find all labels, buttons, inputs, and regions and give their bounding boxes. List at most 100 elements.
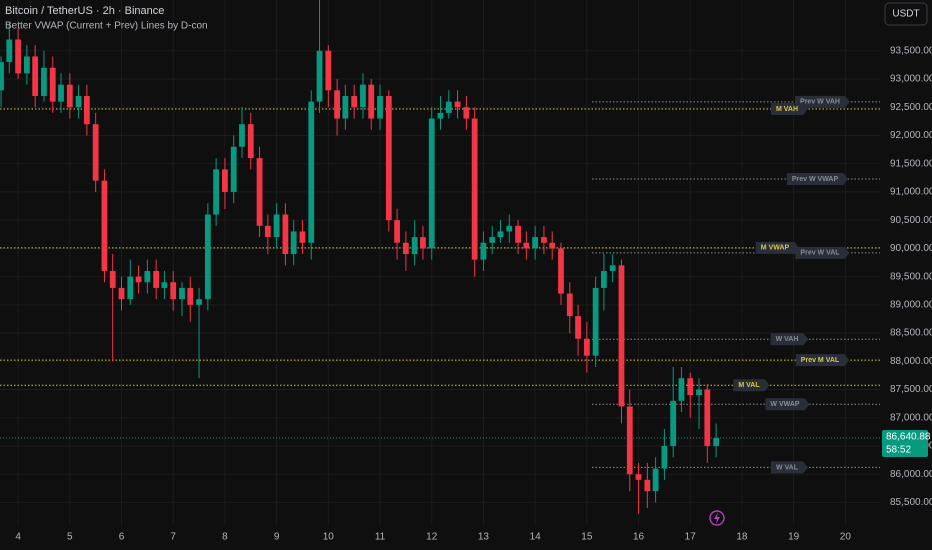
candles xyxy=(0,0,719,514)
candle-body xyxy=(558,248,564,294)
levels xyxy=(0,101,880,468)
candle-body xyxy=(618,265,625,407)
x-tick-label: 5 xyxy=(67,532,73,543)
candle-body xyxy=(92,124,99,181)
level-tag xyxy=(786,172,849,185)
candle-body xyxy=(222,169,228,192)
candle-body xyxy=(15,39,21,74)
candle-body xyxy=(609,265,616,271)
candle-body xyxy=(687,378,694,396)
x-tick-label: 15 xyxy=(581,532,593,543)
candle-body xyxy=(58,84,64,102)
candle-body xyxy=(204,214,211,300)
x-tick-label: 20 xyxy=(840,532,852,543)
candle-body xyxy=(308,101,315,243)
x-tick-label: 16 xyxy=(633,532,645,543)
y-tick-label: 92,000.00 xyxy=(890,130,932,141)
chart-title: Bitcoin / TetherUS · 2h · Binance xyxy=(5,5,164,17)
candle-body xyxy=(170,282,177,300)
candle-body xyxy=(23,56,30,74)
y-tick-label: 91,000.00 xyxy=(890,187,932,198)
candle-body xyxy=(532,237,539,249)
chart-subtitle: Better VWAP (Current + Prev) Lines by D-… xyxy=(5,21,208,32)
candle-body xyxy=(101,180,108,271)
candle-body xyxy=(445,101,452,113)
x-tick-label: 12 xyxy=(426,532,438,543)
candle-body xyxy=(230,146,237,192)
level-tag-label: Prev W VWAP xyxy=(792,176,839,183)
candle-body xyxy=(290,231,297,255)
x-tick-label: 11 xyxy=(375,532,386,543)
candle-body xyxy=(592,287,599,356)
level-tag-label: M VAL xyxy=(738,382,760,389)
candle-body xyxy=(678,378,685,401)
y-tick-label: 85,500.00 xyxy=(890,497,932,508)
y-tick-label: 89,000.00 xyxy=(890,299,932,310)
currency-button[interactable] xyxy=(884,2,928,26)
candle-body xyxy=(489,237,496,243)
candle-body xyxy=(0,62,4,91)
last-price-box xyxy=(882,430,928,458)
y-tick-label: 91,500.00 xyxy=(890,158,932,169)
x-tick-label: 14 xyxy=(530,532,542,543)
candle-body xyxy=(480,242,487,260)
x-tick-label: 13 xyxy=(478,532,490,543)
candle-body xyxy=(385,95,392,221)
level-tag-label: W VAH xyxy=(776,336,799,343)
candle-body xyxy=(342,95,349,119)
candle-body xyxy=(6,39,13,63)
level-tag-label: W VWAP xyxy=(770,401,799,408)
candle-body xyxy=(299,231,306,243)
candle-body xyxy=(196,299,202,305)
currency-label[interactable]: USDT xyxy=(892,9,919,20)
x-tick-label: 6 xyxy=(119,532,125,543)
candle-body xyxy=(32,56,39,96)
candle-body xyxy=(316,50,323,102)
indicator-icon[interactable] xyxy=(709,510,725,526)
candle-body xyxy=(428,118,435,249)
candle-body xyxy=(144,270,151,283)
candle-body xyxy=(437,112,444,119)
candle-body xyxy=(713,438,719,446)
candle-body xyxy=(282,214,289,255)
candle-body xyxy=(264,225,271,238)
candle-body xyxy=(247,124,254,159)
y-tick-label: 88,500.00 xyxy=(890,328,932,339)
countdown-label: 58:52 xyxy=(886,445,911,456)
x-tick-label: 7 xyxy=(170,532,176,543)
candle-body xyxy=(153,270,160,288)
candle-body xyxy=(661,445,668,469)
candle-body xyxy=(135,276,142,283)
candle-body xyxy=(420,237,426,249)
candle-body xyxy=(506,225,513,232)
level-tag xyxy=(795,95,850,108)
level-tag-label: Prev M VAL xyxy=(801,357,840,364)
x-tick-label: 8 xyxy=(222,532,228,543)
candle-body xyxy=(471,118,478,260)
candle-body xyxy=(256,158,263,226)
candle-body xyxy=(351,95,358,108)
level-tag xyxy=(733,379,770,392)
candle-body xyxy=(239,124,245,147)
candle-body xyxy=(626,406,633,475)
candle-body xyxy=(75,95,82,108)
candle-body xyxy=(213,169,220,215)
level-tag xyxy=(770,461,809,474)
candle-body xyxy=(515,225,521,243)
candle-body xyxy=(670,400,677,446)
candle-body xyxy=(463,107,470,119)
level-tag-label: M VWAP xyxy=(761,245,790,252)
level-tag xyxy=(755,241,800,254)
y-tick-label: 93,000.00 xyxy=(890,74,932,85)
level-tag xyxy=(795,246,850,259)
y-tick-label: 89,500.00 xyxy=(890,271,932,282)
candle-body xyxy=(411,237,418,255)
candle-body xyxy=(696,389,702,396)
x-tick-label: 17 xyxy=(685,532,697,543)
level-tag-label: Prev W VAL xyxy=(800,250,840,257)
candle-body xyxy=(549,242,556,249)
level-tag-label: M VAH xyxy=(776,106,798,113)
candle-body xyxy=(704,389,711,446)
y-tick-label: 87,500.00 xyxy=(890,384,932,395)
